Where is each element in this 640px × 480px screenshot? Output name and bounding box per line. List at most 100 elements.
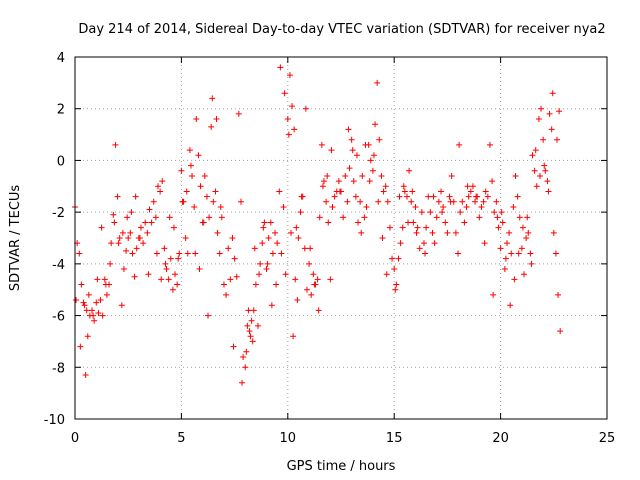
data-point: [261, 219, 268, 226]
data-point: [76, 250, 83, 257]
axis-ticks: 0 5 10 15 20 25 -10 -8 -6 -4 -2 0 2 4: [44, 51, 616, 446]
data-point: [550, 229, 557, 236]
data-point: [546, 110, 553, 117]
data-point: [481, 240, 488, 247]
data-point: [535, 116, 542, 123]
data-point: [355, 219, 362, 226]
data-point: [193, 116, 200, 123]
data-point: [472, 198, 479, 205]
data-point: [363, 203, 370, 210]
data-point: [212, 188, 219, 195]
data-point: [294, 297, 301, 304]
data-point: [107, 260, 114, 267]
data-point: [259, 240, 266, 247]
data-point: [336, 188, 343, 195]
data-point: [531, 167, 538, 174]
data-point: [267, 219, 274, 226]
data-point: [208, 123, 215, 130]
data-point: [391, 266, 398, 273]
data-point: [464, 183, 471, 190]
data-point: [248, 317, 255, 324]
data-point: [178, 167, 185, 174]
data-point: [284, 116, 291, 123]
data-point: [367, 157, 374, 164]
data-point: [240, 353, 247, 360]
data-point: [469, 183, 476, 190]
data-point: [167, 255, 174, 262]
data-point: [163, 266, 170, 273]
data-point: [548, 126, 555, 133]
data-point: [119, 229, 126, 236]
data-point: [245, 307, 252, 314]
data-point: [73, 297, 80, 304]
data-point: [555, 291, 562, 298]
data-point: [344, 198, 351, 205]
data-point: [494, 214, 501, 221]
data-point: [210, 198, 217, 205]
data-point: [110, 211, 117, 218]
data-point: [133, 245, 140, 252]
data-point: [446, 193, 453, 200]
data-point: [498, 209, 505, 216]
data-point: [230, 343, 237, 350]
data-point: [438, 188, 445, 195]
data-point: [98, 224, 105, 231]
data-point: [536, 172, 543, 179]
data-point: [170, 224, 177, 231]
data-point: [510, 203, 517, 210]
data-point: [132, 193, 139, 200]
data-point: [348, 136, 355, 143]
data-point: [154, 183, 161, 190]
data-point: [457, 209, 464, 216]
data-point: [158, 276, 165, 283]
data-point: [357, 198, 364, 205]
data-point: [482, 188, 489, 195]
y-tick-label: -4: [52, 258, 65, 273]
data-point: [273, 281, 280, 288]
data-point: [306, 260, 313, 267]
y-tick-label: -6: [52, 310, 65, 325]
data-point: [239, 379, 246, 386]
data-point: [246, 328, 253, 335]
data-point: [278, 250, 285, 257]
data-point: [174, 281, 181, 288]
data-point: [290, 333, 297, 340]
data-point: [403, 193, 410, 200]
data-point: [490, 291, 497, 298]
data-point: [400, 183, 407, 190]
data-point: [435, 198, 442, 205]
data-point: [237, 198, 244, 205]
data-point: [521, 271, 528, 278]
data-point: [289, 103, 296, 110]
data-point: [268, 302, 275, 309]
data-point: [252, 281, 259, 288]
data-point: [316, 214, 323, 221]
data-point: [103, 291, 110, 298]
data-point: [165, 276, 172, 283]
data-point: [527, 250, 534, 257]
data-point: [150, 198, 157, 205]
data-point: [447, 198, 454, 205]
data-point: [533, 183, 540, 190]
y-tick-label: 0: [57, 154, 65, 169]
data-point: [172, 271, 179, 278]
data-point: [489, 178, 496, 185]
data-point: [524, 214, 531, 221]
y-tick-label: -8: [52, 361, 65, 376]
data-point: [242, 364, 249, 371]
data-point: [250, 307, 257, 314]
data-point: [277, 64, 284, 71]
data-point: [366, 178, 373, 185]
data-point: [191, 203, 198, 210]
data-point: [308, 291, 315, 298]
data-point: [235, 110, 242, 117]
data-point: [378, 172, 385, 179]
data-point: [525, 229, 532, 236]
data-point: [318, 141, 325, 148]
data-point: [328, 147, 335, 154]
data-point: [214, 229, 221, 236]
data-point: [307, 245, 314, 252]
data-point: [414, 224, 421, 231]
data-point: [257, 260, 264, 267]
data-point: [382, 183, 389, 190]
